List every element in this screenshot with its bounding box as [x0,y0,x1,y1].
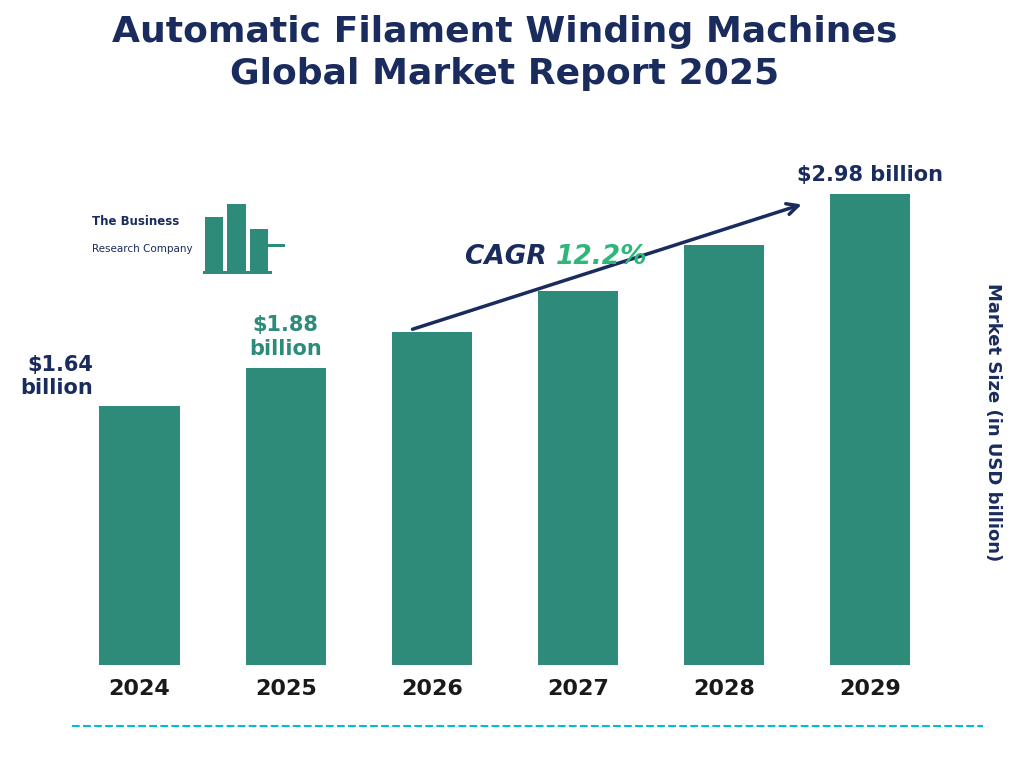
Text: $1.88
billion: $1.88 billion [249,316,323,359]
Text: 12.2%: 12.2% [556,244,647,270]
Text: $2.98 billion: $2.98 billion [797,164,943,184]
Bar [830,194,910,665]
Text: Research Company: Research Company [92,244,193,254]
Bar [538,290,618,665]
Bar [268,244,285,247]
Bar [684,245,764,665]
Text: Market Size (in USD billion): Market Size (in USD billion) [984,283,1002,561]
Text: CAGR: CAGR [465,244,556,270]
Text: The Business: The Business [92,215,179,228]
Text: $1.64
billion: $1.64 billion [20,355,93,398]
Bar [203,270,272,274]
Bar [391,332,472,665]
Bar [250,230,268,272]
Bar [205,217,223,272]
Bar [227,204,246,272]
Bar [99,406,180,665]
Title: Automatic Filament Winding Machines
Global Market Report 2025: Automatic Filament Winding Machines Glob… [112,15,898,91]
Bar [246,368,326,665]
